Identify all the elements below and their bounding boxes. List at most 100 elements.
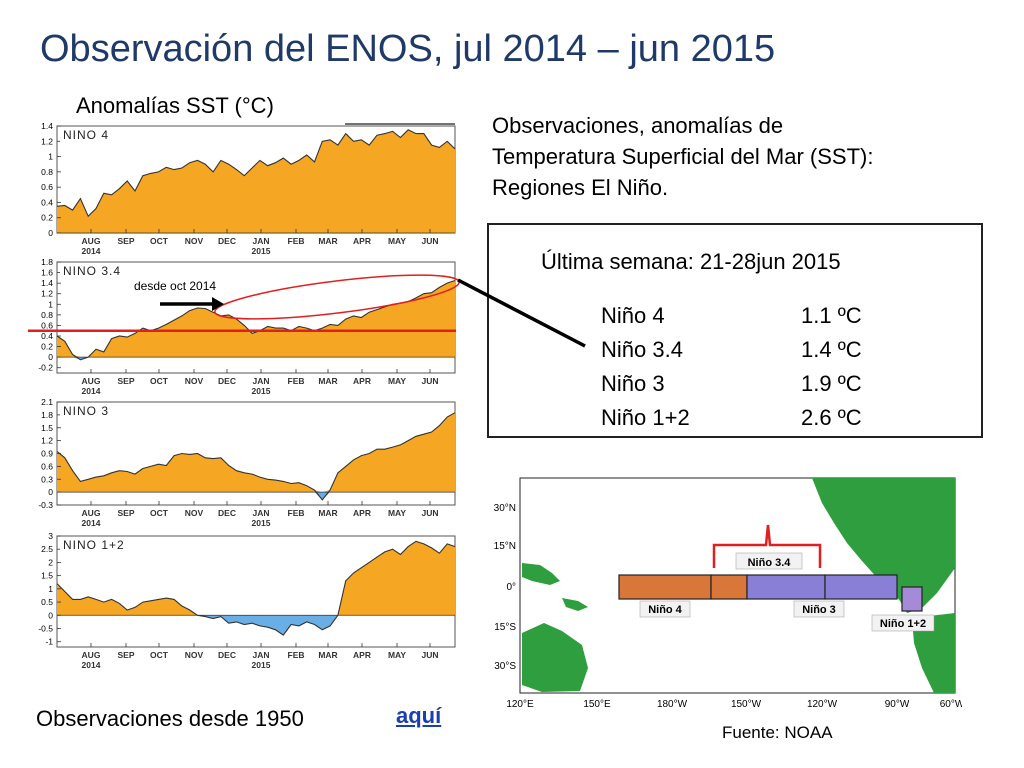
x-tick-label: MAR <box>318 236 337 246</box>
description-line: Temperatura Superficial del Mar (SST): <box>492 144 874 169</box>
x-tick-label-line: DEC <box>218 650 236 660</box>
x-tick-label-line: FEB <box>288 650 305 660</box>
series-line <box>56 412 456 501</box>
x-tick-label-line: OCT <box>150 508 169 518</box>
x-tick-label-line: JUN <box>421 508 438 518</box>
nino-regions-map: Niño 3.4 Niño 4 Niño 3 Niño 1+2 30°N 15°N… <box>482 473 962 713</box>
x-tick-label-line: SEP <box>117 236 134 246</box>
x-tick-label: NOV <box>185 508 204 518</box>
y-tick-label: -0.2 <box>38 363 53 373</box>
x-tick-label-line: DEC <box>218 508 236 518</box>
panel-title-bg <box>60 128 122 142</box>
map-lat-label: 15°N <box>494 541 516 552</box>
x-tick-label-line: MAR <box>318 376 337 386</box>
panel-title: NINO 3 <box>63 404 109 418</box>
x-tick-label: SEP <box>117 508 134 518</box>
nino12-label-bg <box>871 614 935 632</box>
x-tick-label-line: DEC <box>218 236 236 246</box>
y-tick-label: 1.2 <box>41 136 53 146</box>
x-tick-label-line: AUG <box>82 508 101 518</box>
x-tick-label: MAY <box>388 376 406 386</box>
region-name: Niño 3.4 <box>601 337 683 362</box>
nino34-bracket <box>712 524 822 568</box>
x-tick-label: FEB <box>288 508 305 518</box>
nino3-box <box>824 574 898 600</box>
y-tick-label: 2.1 <box>41 397 53 407</box>
x-tick-label-line: SEP <box>117 376 134 386</box>
map-lon-label: 150°W <box>731 699 762 710</box>
y-tick-label: 1.5 <box>41 423 53 433</box>
x-tick-label: SEP <box>117 236 134 246</box>
y-tick-label: 0.2 <box>41 342 53 352</box>
region-value: 1.9 ºC <box>801 371 862 396</box>
map-lon-label: 150°E <box>583 699 611 710</box>
x-tick-label-line: AUG <box>82 650 101 660</box>
y-tick-label: 0.4 <box>41 331 53 341</box>
x-tick-label-line: 2015 <box>252 518 271 528</box>
x-tick-label: SEP <box>117 650 134 660</box>
nino3-label: Niño 3 <box>802 604 836 616</box>
panel-title-bg <box>60 264 122 278</box>
map-lon-label: 120°E <box>506 699 534 710</box>
x-tick-label: OCT <box>150 650 169 660</box>
x-tick-label: OCT <box>150 508 169 518</box>
y-tick-label: 2.5 <box>41 544 53 554</box>
land-central-america <box>812 478 955 613</box>
x-tick-label-line: DEC <box>218 376 236 386</box>
page-title: Observación del ENOS, jul 2014 – jun 201… <box>40 28 776 70</box>
x-tick-label: JAN 2015 <box>252 508 271 528</box>
y-tick-label: 1.2 <box>41 436 53 446</box>
x-tick-label-line: APR <box>353 650 371 660</box>
x-tick-label-line: MAY <box>388 236 406 246</box>
x-tick-label: DEC <box>218 650 236 660</box>
x-tick-label: MAR <box>318 650 337 660</box>
nino34-label: Niño 3.4 <box>748 557 792 569</box>
panel-title-bg <box>60 538 122 552</box>
observations-link[interactable]: aquí <box>396 703 442 728</box>
y-tick-label: 3 <box>48 531 53 541</box>
y-tick-label: 0 <box>48 610 53 620</box>
x-tick-label-line: NOV <box>185 650 204 660</box>
x-tick-label-line: FEB <box>288 376 305 386</box>
x-tick-label: APR <box>353 376 371 386</box>
x-tick-label-line: APR <box>353 508 371 518</box>
x-tick-label: SEP <box>117 376 134 386</box>
x-tick-label-line: 2015 <box>252 386 271 396</box>
panel-title-bg <box>60 404 122 418</box>
x-tick-label: DEC <box>218 236 236 246</box>
x-tick-label: MAY <box>388 650 406 660</box>
map-lat-label: 30°S <box>494 661 516 672</box>
chart-panel-3: -1 -0.5 0 0.5 1 1.5 2 2.5 3 AUG 2014 SEP OCT NOV DEC JA… <box>38 531 456 670</box>
x-tick-label: DEC <box>218 376 236 386</box>
y-tick-label: 0.5 <box>41 597 53 607</box>
nino3-label-bg <box>793 600 845 618</box>
x-tick-label: APR <box>353 508 371 518</box>
nino34-label-bg <box>735 552 803 570</box>
x-tick-label-line: OCT <box>150 376 169 386</box>
y-tick-label: 0.6 <box>41 182 53 192</box>
x-tick-label-line: OCT <box>150 236 169 246</box>
x-tick-label: OCT <box>150 376 169 386</box>
x-tick-label: AUG 2014 <box>82 376 101 396</box>
map-lon-label: 180°W <box>657 699 688 710</box>
x-tick-label: NOV <box>185 376 204 386</box>
y-tick-label: 0.3 <box>41 474 53 484</box>
x-tick-label-line: AUG <box>82 236 101 246</box>
x-tick-label: AUG 2014 <box>82 650 101 670</box>
y-tick-label: 1 <box>48 299 53 309</box>
x-tick-label-line: NOV <box>185 508 204 518</box>
x-tick-label: NOV <box>185 236 204 246</box>
nino4-label: Niño 4 <box>648 604 682 616</box>
x-tick-label-line: FEB <box>288 236 305 246</box>
x-tick-label-line: OCT <box>150 650 169 660</box>
x-tick-label: APR <box>353 650 371 660</box>
x-tick-label-line: 2015 <box>252 246 271 256</box>
nino34-box-west <box>710 574 748 600</box>
map-lon-labels: 120°E 150°E 180°W 150°W 120°W 90°W 60°W <box>506 699 962 710</box>
series-line <box>56 540 456 636</box>
x-tick-label: JAN 2015 <box>252 236 271 256</box>
chart-panel-0: 0 0.2 0.4 0.6 0.8 1 1.2 1.4 AUG 2014 SEP OCT NOV DEC J… <box>41 121 456 256</box>
x-tick-label: JUN <box>421 376 438 386</box>
x-tick-label-line: MAY <box>388 376 406 386</box>
x-tick-label: JAN 2015 <box>252 376 271 396</box>
